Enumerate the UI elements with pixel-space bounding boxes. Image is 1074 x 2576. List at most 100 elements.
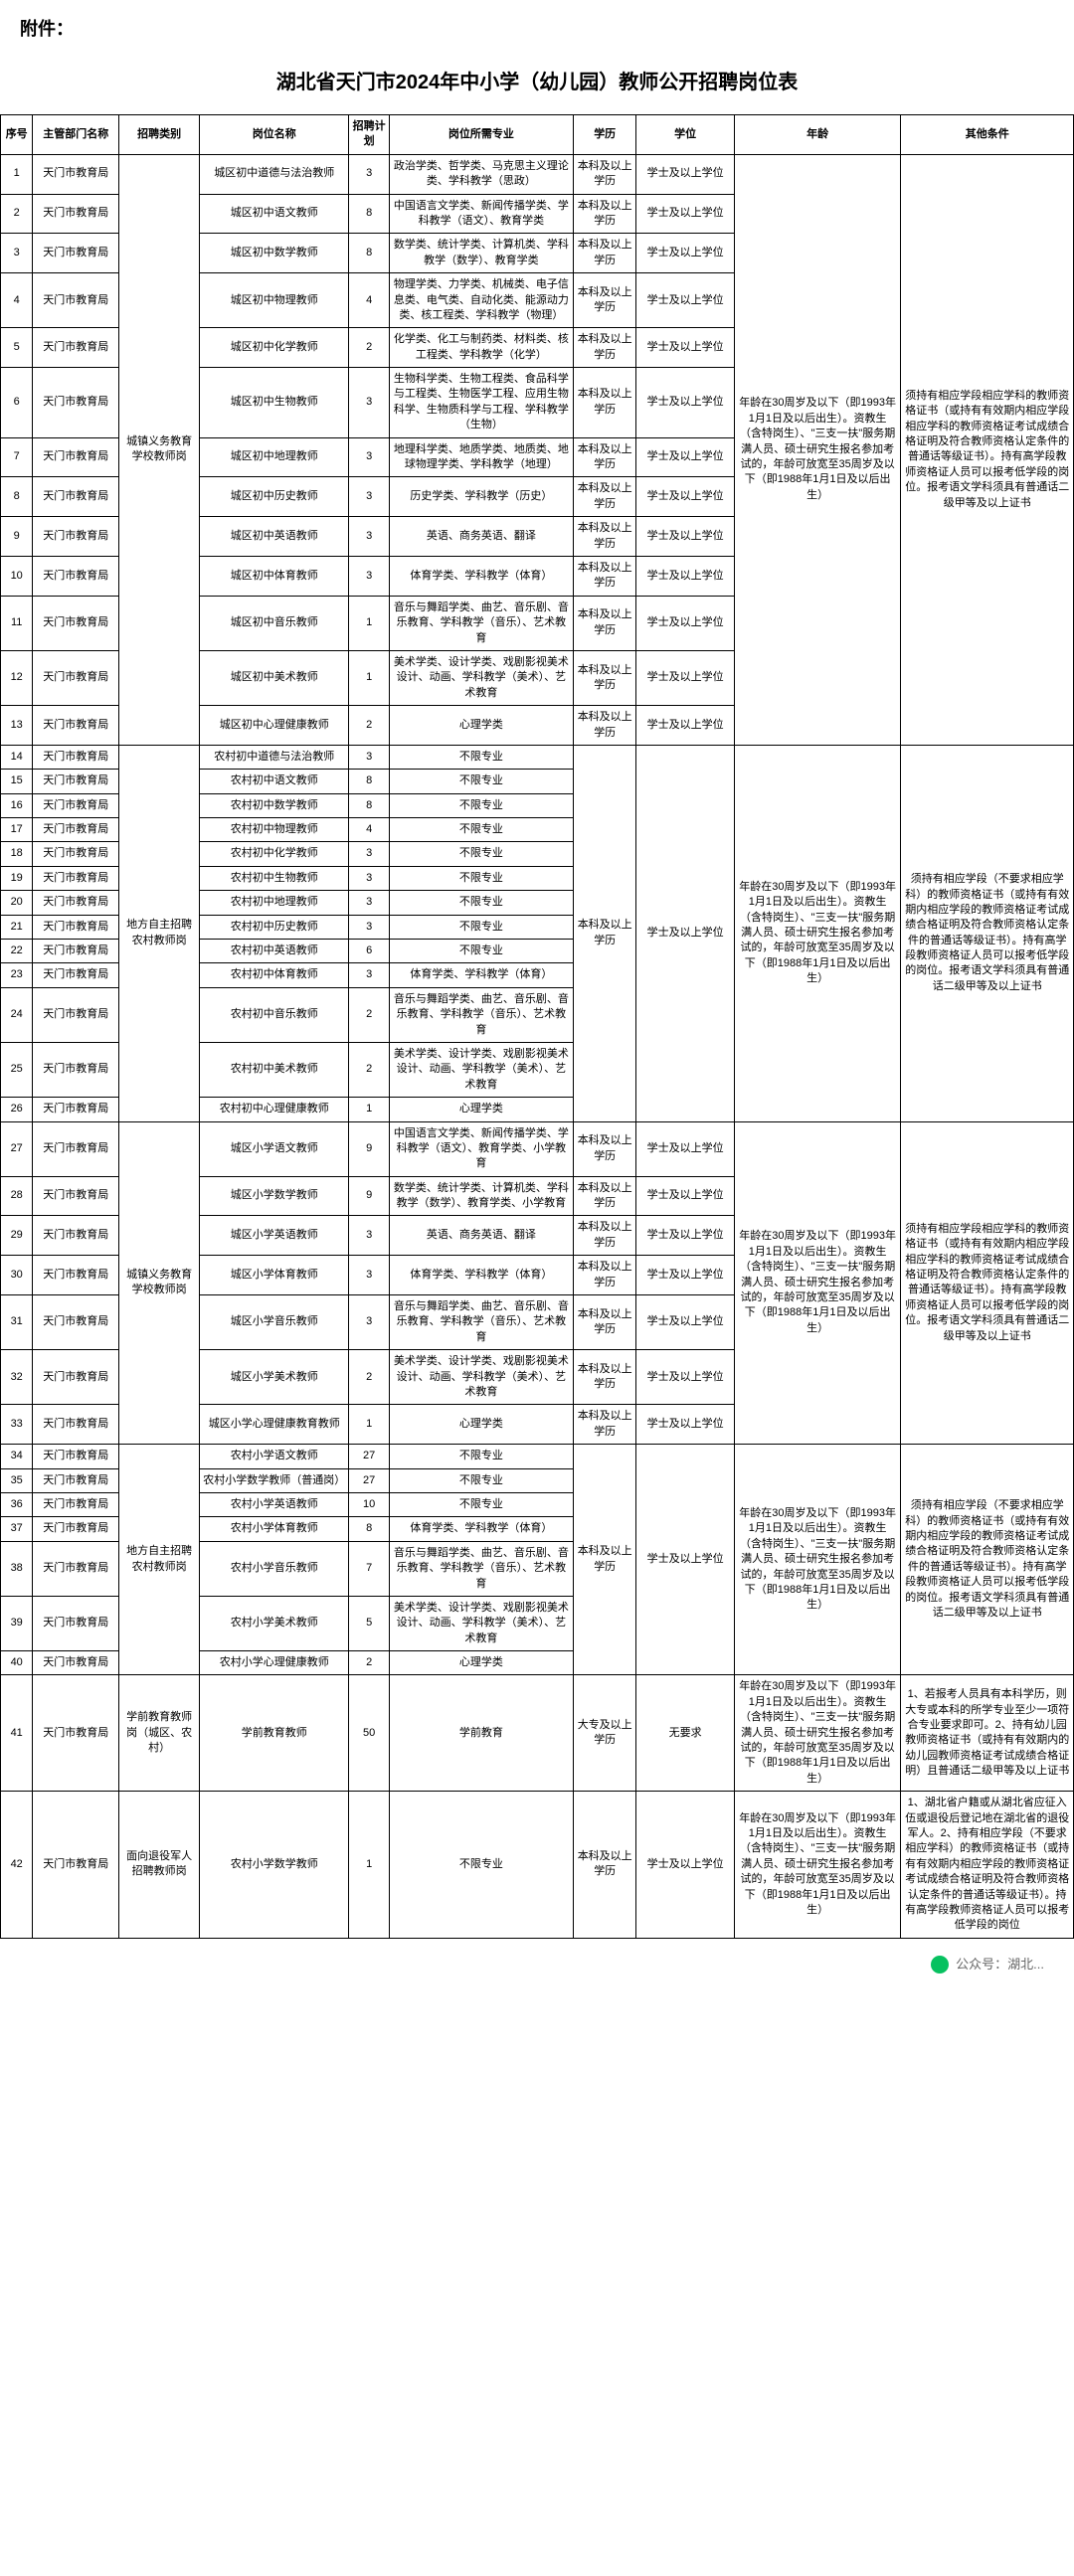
cell: 年龄在30周岁及以下（即1993年1月1日及以后出生）。资教生（含特岗生）、"三…	[734, 745, 901, 1121]
cell: 不限专业	[389, 891, 573, 915]
cell: 2	[349, 1651, 389, 1675]
cell: 美术学类、设计学类、戏剧影视美术设计、动画、学科教学（美术）、艺术教育	[389, 1350, 573, 1405]
cell: 数学类、统计学类、计算机类、学科教学（数学）、教育学类、小学教育	[389, 1176, 573, 1216]
cell: 中国语言文学类、新闻传播学类、学科教学（语文）、教育学类	[389, 194, 573, 234]
cell: 城区初中化学教师	[200, 328, 349, 368]
cell: 21	[1, 915, 33, 939]
cell: 2	[349, 987, 389, 1042]
cell: 农村初中物理教师	[200, 818, 349, 842]
cell: 40	[1, 1651, 33, 1675]
cell: 1	[349, 1098, 389, 1121]
cell: 3	[349, 745, 389, 769]
cell: 城区小学音乐教师	[200, 1295, 349, 1350]
cell: 大专及以上学历	[573, 1675, 636, 1792]
cell: 3	[349, 154, 389, 194]
cell: 26	[1, 1098, 33, 1121]
cell: 不限专业	[389, 818, 573, 842]
cell: 天门市教育局	[33, 1216, 119, 1256]
cell: 美术学类、设计学类、戏剧影视美术设计、动画、学科教学（美术）、艺术教育	[389, 1596, 573, 1650]
cell: 城区小学语文教师	[200, 1121, 349, 1176]
page-title: 湖北省天门市2024年中小学（幼儿园）教师公开招聘岗位表	[0, 56, 1074, 114]
cell: 天门市教育局	[33, 234, 119, 273]
cell: 3	[349, 368, 389, 438]
cell: 化学类、化工与制药类、材料类、核工程类、学科教学（化学）	[389, 328, 573, 368]
cell: 本科及以上学历	[573, 1445, 636, 1675]
cell: 50	[349, 1675, 389, 1792]
th-position: 岗位名称	[200, 115, 349, 155]
cell: 天门市教育局	[33, 556, 119, 596]
cell: 不限专业	[389, 1468, 573, 1492]
cell: 农村小学心理健康教师	[200, 1651, 349, 1675]
cell: 心理学类	[389, 1651, 573, 1675]
cell: 城区初中地理教师	[200, 437, 349, 477]
cell: 2	[349, 1350, 389, 1405]
cell: 5	[349, 1596, 389, 1650]
cell: 30	[1, 1256, 33, 1295]
cell: 城区小学体育教师	[200, 1256, 349, 1295]
cell: 41	[1, 1675, 33, 1792]
table-row: 14天门市教育局地方自主招聘农村教师岗农村初中道德与法治教师3不限专业本科及以上…	[1, 745, 1074, 769]
cell: 3	[349, 437, 389, 477]
cell: 6	[1, 368, 33, 438]
cell: 天门市教育局	[33, 1675, 119, 1792]
cell: 本科及以上学历	[573, 1216, 636, 1256]
cell: 学士及以上学位	[636, 1216, 734, 1256]
cell: 天门市教育局	[33, 818, 119, 842]
cell: 农村小学音乐教师	[200, 1541, 349, 1596]
cell: 城区初中生物教师	[200, 368, 349, 438]
cell: 英语、商务英语、翻译	[389, 1216, 573, 1256]
cell: 农村初中美术教师	[200, 1042, 349, 1097]
cell: 3	[349, 842, 389, 866]
cell: 年龄在30周岁及以下（即1993年1月1日及以后出生）。资教生（含特岗生）、"三…	[734, 1445, 901, 1675]
cell: 学士及以上学位	[636, 1256, 734, 1295]
attachment-label: 附件：	[0, 0, 1074, 56]
cell: 3	[349, 477, 389, 517]
cell: 生物科学类、生物工程类、食品科学与工程类、生物医学工程、应用生物科学、生物质科学…	[389, 368, 573, 438]
cell: 天门市教育局	[33, 477, 119, 517]
cell: 天门市教育局	[33, 1042, 119, 1097]
cell: 16	[1, 793, 33, 817]
cell: 本科及以上学历	[573, 1295, 636, 1350]
cell: 2	[349, 1042, 389, 1097]
cell: 4	[349, 818, 389, 842]
cell: 音乐与舞蹈学类、曲艺、音乐剧、音乐教育、学科教学（音乐）、艺术教育	[389, 1541, 573, 1596]
cell: 本科及以上学历	[573, 154, 636, 194]
cell: 6	[349, 940, 389, 963]
cell: 学士及以上学位	[636, 745, 734, 1121]
cell: 3	[349, 866, 389, 890]
cell: 美术学类、设计学类、戏剧影视美术设计、动画、学科教学（美术）、艺术教育	[389, 1042, 573, 1097]
cell: 城区初中音乐教师	[200, 596, 349, 650]
footer-text: 公众号：湖北...	[956, 1957, 1044, 1972]
cell: 不限专业	[389, 1492, 573, 1516]
cell: 城区初中美术教师	[200, 650, 349, 705]
cell: 不限专业	[389, 1445, 573, 1468]
cell: 3	[349, 1216, 389, 1256]
cell: 天门市教育局	[33, 770, 119, 793]
cell: 城镇义务教育学校教师岗	[119, 154, 200, 745]
cell: 中国语言文学类、新闻传播学类、学科教学（语文）、教育学类、小学教育	[389, 1121, 573, 1176]
cell: 天门市教育局	[33, 328, 119, 368]
cell: 体育学类、学科教学（体育）	[389, 963, 573, 987]
cell: 数学类、统计学类、计算机类、学科教学（数学）、教育学类	[389, 234, 573, 273]
wechat-icon	[931, 1956, 949, 1974]
cell: 17	[1, 818, 33, 842]
cell: 8	[349, 234, 389, 273]
cell: 36	[1, 1492, 33, 1516]
cell: 心理学类	[389, 1405, 573, 1445]
cell: 8	[349, 1517, 389, 1541]
th-seq: 序号	[1, 115, 33, 155]
cell: 音乐与舞蹈学类、曲艺、音乐剧、音乐教育、学科教学（音乐）、艺术教育	[389, 1295, 573, 1350]
cell: 4	[349, 273, 389, 328]
cell: 无要求	[636, 1675, 734, 1792]
cell: 7	[349, 1541, 389, 1596]
th-age: 年龄	[734, 115, 901, 155]
cell: 7	[1, 437, 33, 477]
cell: 学士及以上学位	[636, 328, 734, 368]
cell: 天门市教育局	[33, 1121, 119, 1176]
cell: 体育学类、学科教学（体育）	[389, 556, 573, 596]
cell: 农村初中英语教师	[200, 940, 349, 963]
cell: 19	[1, 866, 33, 890]
cell: 农村初中数学教师	[200, 793, 349, 817]
cell: 城区初中语文教师	[200, 194, 349, 234]
cell: 城区小学心理健康教育教师	[200, 1405, 349, 1445]
